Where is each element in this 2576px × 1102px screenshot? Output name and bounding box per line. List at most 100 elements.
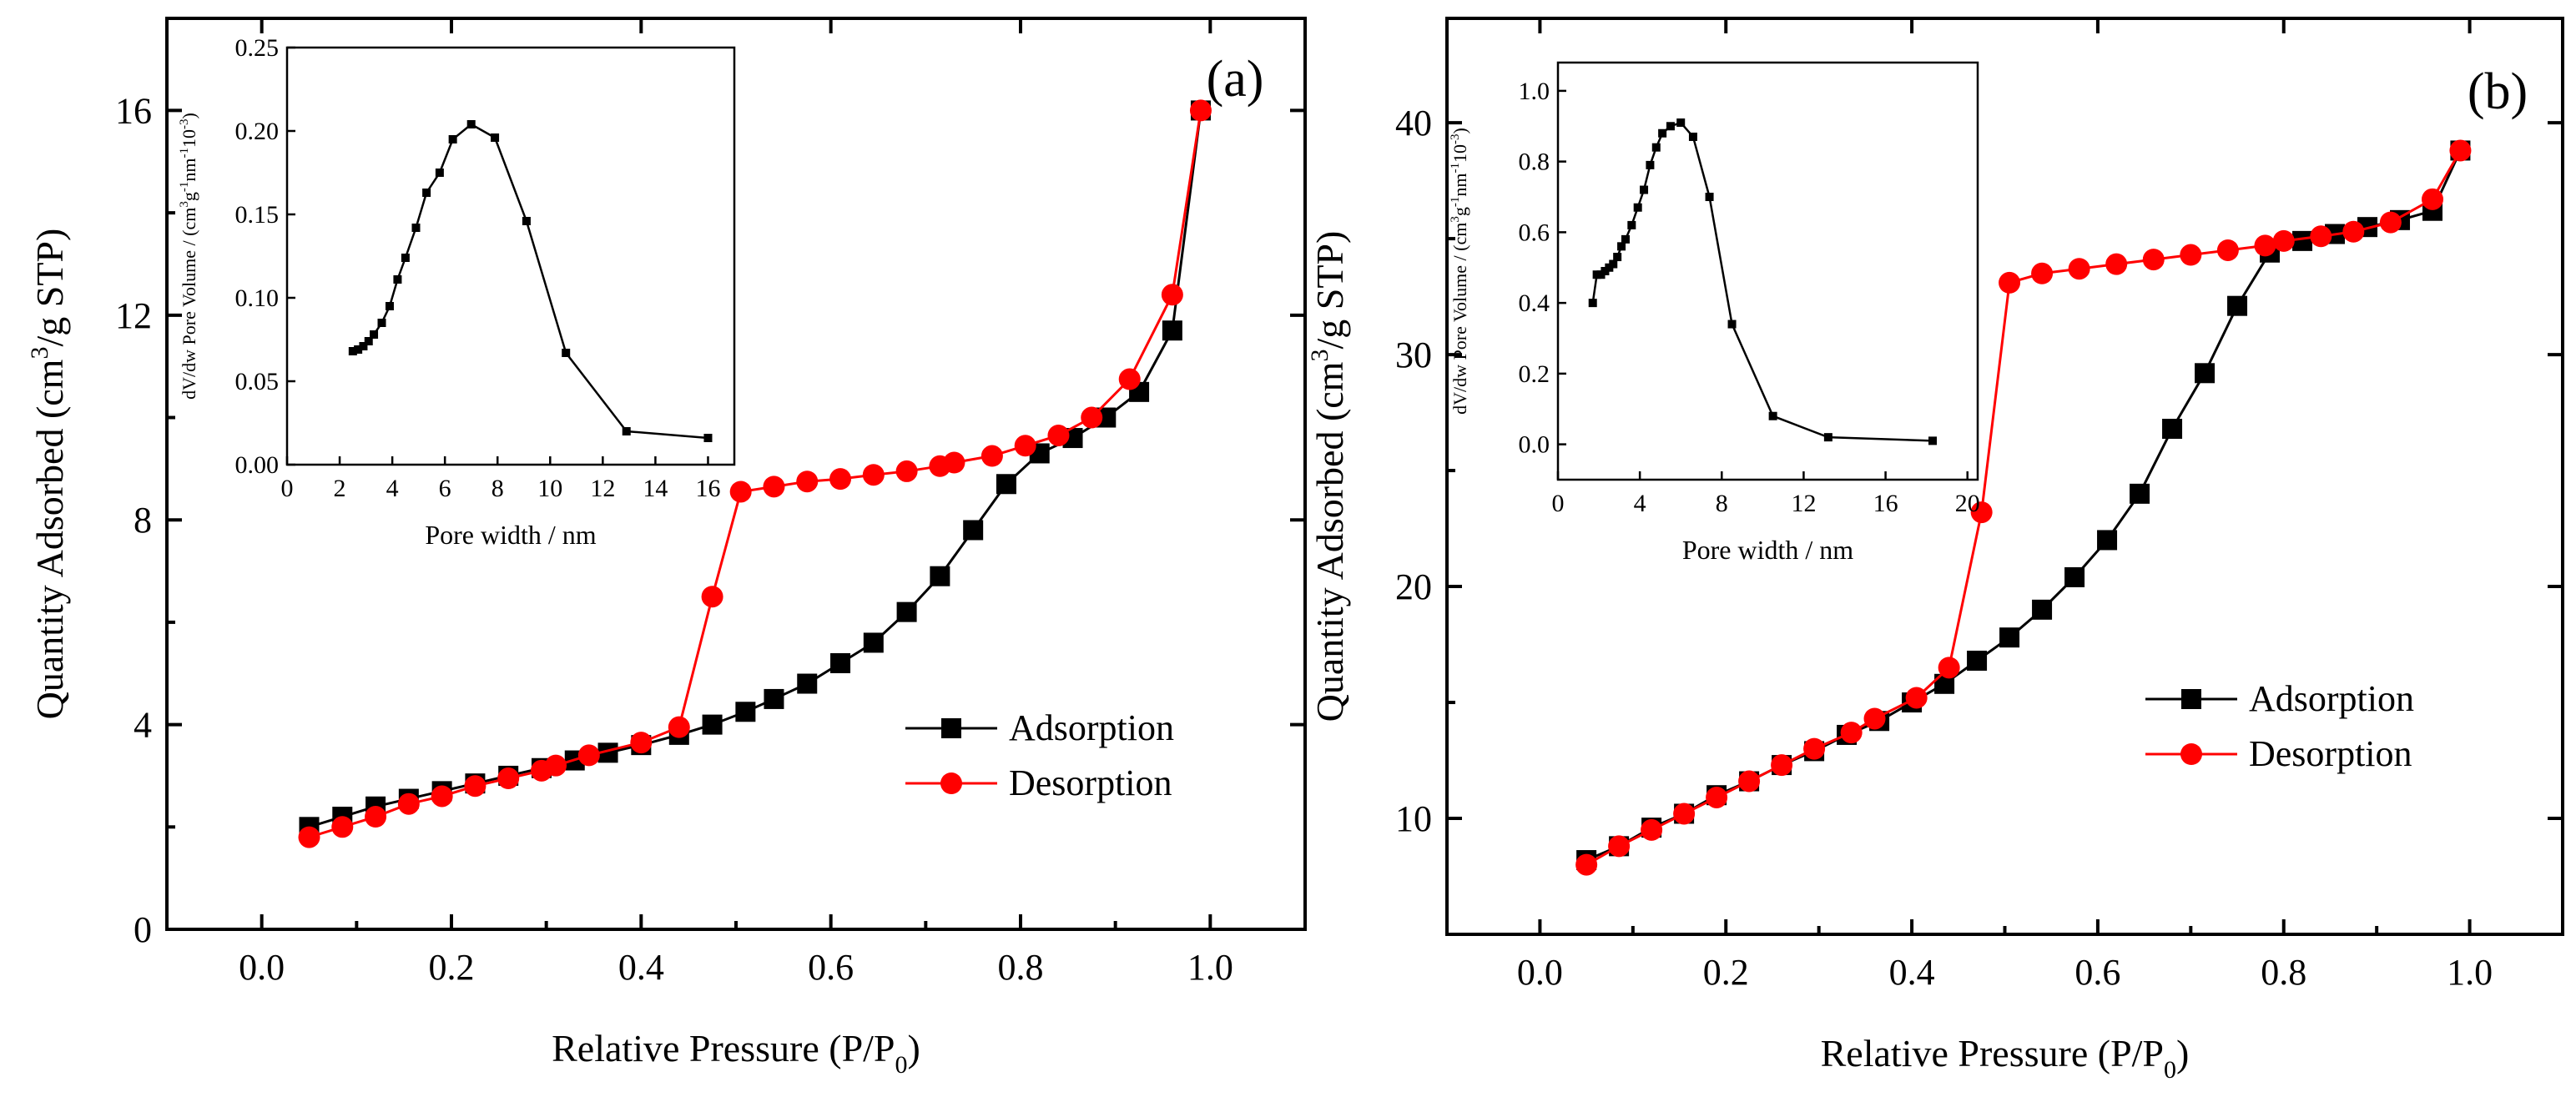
data-point (397, 793, 420, 815)
inset-data-point (385, 302, 394, 310)
x-tick-label: 0.8 (2261, 952, 2306, 993)
data-point (2422, 188, 2444, 210)
inset-data-point (364, 337, 373, 345)
inset-frame (285, 46, 736, 466)
data-point (1999, 271, 2021, 294)
data-point (464, 775, 486, 798)
data-point (1840, 722, 1863, 744)
data-point (1575, 853, 1598, 876)
data-point (497, 767, 520, 790)
data-point (431, 785, 453, 808)
data-point (2162, 419, 2183, 440)
inset-x-tick-label: 4 (1634, 490, 1646, 517)
inset-x-axis-title: Pore width / nm (425, 520, 596, 550)
inset-data-point (1688, 132, 1697, 141)
y-tick-label: 8 (134, 500, 152, 541)
data-point (1118, 368, 1141, 390)
inset-y-title-sup: -1 (178, 182, 191, 193)
x-tick-label: 1.0 (1187, 947, 1233, 988)
data-point (2180, 244, 2202, 266)
inset-y-axis-title: dV/dw Pore Volume / (cm3g-1nm-110-3) (178, 113, 199, 400)
data-point (829, 468, 852, 491)
data-point (1706, 786, 1728, 808)
inset-y-tick-label: 0.4 (1519, 289, 1550, 317)
inset-data-point (1823, 433, 1832, 442)
y-axis-title-sup: 3 (26, 347, 53, 360)
inset-data-point (703, 434, 713, 442)
data-point (735, 702, 756, 722)
inset-y-tick-label: 0.00 (235, 451, 280, 479)
data-point (1970, 501, 1993, 524)
data-point (2142, 249, 2165, 271)
data-point (980, 445, 1003, 467)
data-point (797, 673, 818, 694)
legend-label: Desorption (2249, 733, 2412, 774)
inset-y-tick-label: 0.25 (235, 34, 280, 62)
inset-y-tick-label: 0.15 (235, 201, 280, 229)
inset-y-title-mid: nm (1449, 174, 1470, 197)
inset-x-tick-label: 2 (334, 475, 346, 502)
y-axis-title-end: /g STP) (1308, 231, 1351, 350)
x-axis-title: Relative Pressure (P/P0) (1821, 1032, 2190, 1084)
inset-y-title-mid: g (179, 192, 199, 201)
y-tick-label: 12 (115, 295, 152, 336)
data-point (702, 714, 723, 735)
data-point (331, 816, 354, 838)
data-point (1189, 99, 1212, 122)
data-point (2097, 530, 2118, 551)
data-point (2342, 220, 2365, 243)
inset-frame (1556, 61, 1979, 481)
inset-y-title-end: ) (1449, 128, 1470, 133)
data-point (930, 566, 950, 586)
x-axis-title-end: ) (908, 1027, 920, 1069)
data-point (764, 688, 784, 709)
data-point (1967, 650, 1988, 671)
data-point (963, 520, 984, 541)
legend: Adsorption Desorption (2145, 678, 2414, 774)
x-tick-label: 0.0 (1517, 952, 1563, 993)
data-point (1161, 284, 1183, 306)
data-point (2064, 566, 2085, 587)
y-tick-label: 20 (1395, 566, 1432, 607)
inset-x-tick-label: 0 (1552, 490, 1565, 517)
data-point (2216, 239, 2239, 261)
inset-x-tick-label: 14 (643, 475, 668, 502)
data-point (668, 716, 690, 738)
inset-data-point (1640, 185, 1649, 194)
data-point (996, 474, 1016, 495)
inset-line (1591, 121, 1933, 442)
x-axis-title-text: Relative Pressure (P/P (1821, 1032, 2164, 1074)
data-point (2031, 262, 2054, 284)
inset-data-point (1646, 160, 1655, 169)
inset-x-tick-label: 16 (1873, 490, 1898, 517)
x-tick-label: 0.8 (998, 947, 1044, 988)
data-point (577, 744, 600, 767)
data-point (2105, 253, 2128, 275)
inset-y-title-end: ) (179, 113, 199, 118)
inset-y-title-sup: -1 (1449, 163, 1462, 174)
inset-x-tick-label: 12 (590, 475, 615, 502)
inset-y-title-text: dV/dw Pore Volume / (cm (179, 208, 199, 400)
x-tick-label: 0.4 (618, 947, 664, 988)
inset-y-title-sup: -1 (1449, 197, 1462, 208)
legend-marker (940, 772, 962, 794)
inset-y-axis-title: dV/dw Pore Volume / (cm3g-1nm-110-3) (1449, 128, 1470, 415)
x-tick-label: 0.0 (239, 947, 285, 988)
inset-y-title-mid: g (1449, 207, 1470, 216)
data-point (298, 826, 320, 848)
inset-data-point (1666, 122, 1675, 131)
inset-data-point (1609, 259, 1618, 269)
inset-data-point (1633, 203, 1642, 212)
inset-data-point (1676, 118, 1686, 128)
data-point (2068, 258, 2090, 280)
x-axis-title-sub: 0 (895, 1051, 908, 1079)
y-axis-title-text: Quantity Adsorbed (cm (1308, 361, 1351, 722)
data-point (2227, 295, 2248, 316)
data-point (701, 586, 723, 608)
inset-y-tick-label: 0.10 (235, 284, 280, 312)
data-point (1014, 435, 1036, 457)
inset-data-point (1617, 242, 1626, 251)
inset-y-title-sup: 3 (1449, 216, 1462, 223)
data-point (1803, 737, 1826, 760)
data-point (896, 601, 917, 622)
